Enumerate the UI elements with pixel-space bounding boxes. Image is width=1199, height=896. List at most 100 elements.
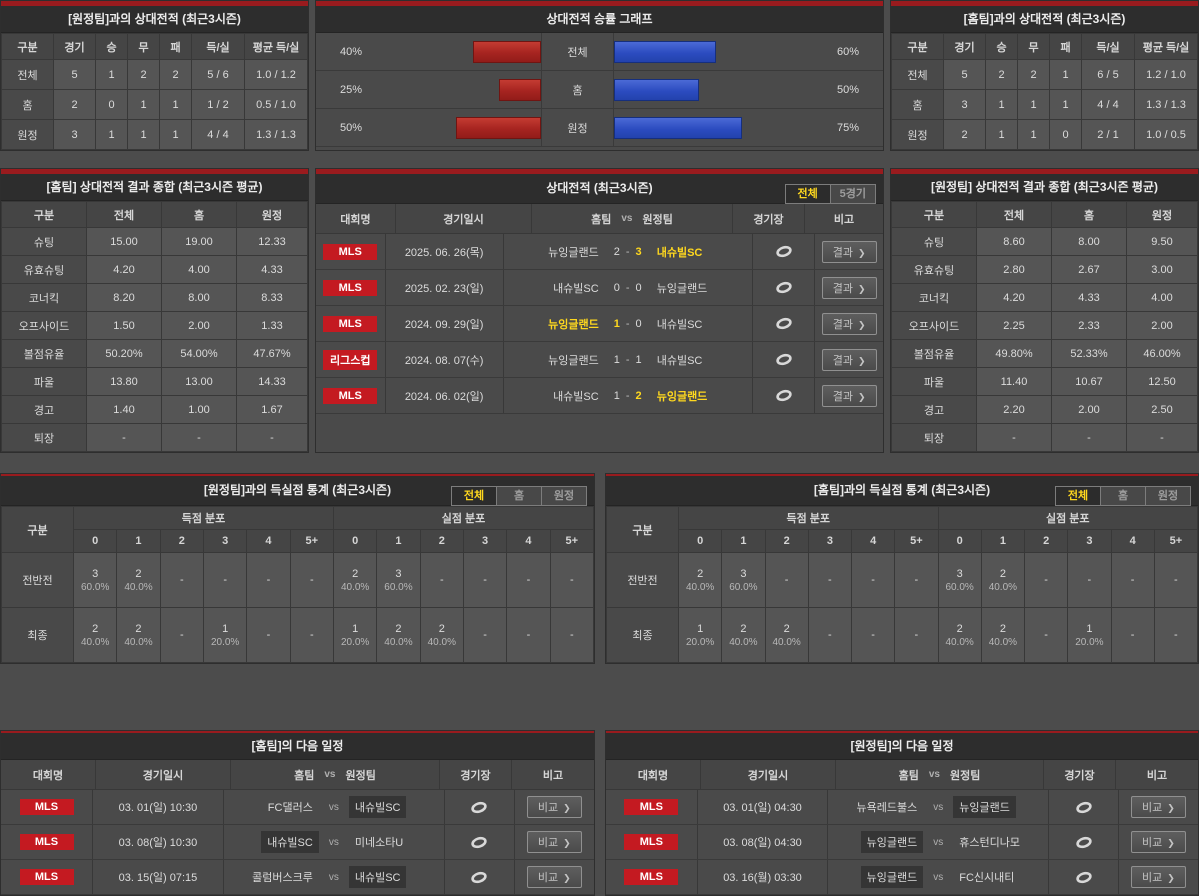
stadium-icon[interactable] [775,389,793,402]
cell: 0.5 / 1.0 [244,89,308,120]
cell: - [1023,552,1069,608]
panel-accent-bar [606,474,1198,476]
col-header: 5+ [894,529,939,553]
row-label: 유효슈팅 [1,255,87,284]
stadium-icon[interactable] [1075,836,1093,849]
away-team: 내슈빌SC [656,318,703,331]
result-button[interactable]: 결과 ❯ [821,312,877,335]
col-header: 전체 [976,201,1052,228]
tab-home[interactable]: 홈 [1100,486,1146,506]
col-header: 0 [937,529,982,553]
row-label: 최종 [1,607,74,663]
table-row: 경고 2.20 2.00 2.50 [891,395,1198,424]
cell: 4.00 [161,255,237,284]
table-row: 유효슈팅 2.80 2.67 3.00 [891,255,1198,284]
group-header-conceded: 실점 분포 [937,506,1198,530]
tab-away[interactable]: 원정 [1145,486,1191,506]
tab-away[interactable]: 원정 [541,486,587,506]
cell: 8.60 [976,227,1052,256]
col-header-note: 비고 [542,769,564,782]
compare-button[interactable]: 비교 ❯ [1131,796,1186,818]
cell: 2 [53,89,96,120]
cell: 2 40.0% [72,607,118,663]
panel-title: [홈팀]과의 득실점 통계 (최근3시즌) 전체 홈 원정 [606,476,1198,506]
cell: 13.00 [161,367,237,396]
result-button[interactable]: 결과 ❯ [821,348,877,371]
group-header-scored: 득점 분포 [678,506,939,530]
col-header: 3 [202,529,248,553]
tab-5games[interactable]: 5경기 [829,184,876,204]
col-header: 5+ [1153,529,1199,553]
panel-accent-bar [316,169,883,174]
cell: 3.00 [1126,255,1198,284]
row-label: 퇴장 [1,423,87,452]
cell: 1 [1049,89,1082,120]
result-button[interactable]: 결과 ❯ [821,276,877,299]
result-button[interactable]: 결과 ❯ [821,384,877,407]
stadium-icon[interactable] [470,836,488,849]
cell: 6 / 5 [1081,59,1135,90]
match-date: 03. 01(일) 10:30 [93,790,224,824]
cell: - [289,552,334,608]
row-label: 파울 [891,367,977,396]
home-team: 뉴잉글랜드 [548,354,599,367]
compare-button[interactable]: 비교 ❯ [1131,831,1186,853]
graph-row: 25% 홈 50% [316,71,883,109]
stadium-icon[interactable] [470,801,488,814]
chevron-right-icon: ❯ [563,838,571,848]
cell: 5 [943,59,986,90]
table-row: 전체 5 2 2 1 6 / 5 1.2 / 1.0 [891,59,1198,90]
col-header-teams: 홈팀 vs 원정팀 [231,760,440,789]
cell: - [549,552,595,608]
cell: 10.67 [1051,367,1127,396]
compare-button[interactable]: 비교 ❯ [526,831,582,853]
cell: 1 [95,59,128,90]
tab-all[interactable]: 전체 [451,486,497,506]
col-header: 경기 [943,33,986,60]
stadium-icon[interactable] [775,317,793,330]
row-label: 슈팅 [1,227,87,256]
col-header-teams: 홈팀 vs 원정팀 [836,760,1044,789]
panel-home-h2h-record: [홈팀]과의 상대전적 (최근3시즌) 구분 경기 승 무 패 득/실 평균 득/실 전체 5… [890,0,1199,151]
col-header-league: 대회명 [606,760,701,789]
col-header: 패 [1049,33,1082,60]
col-header: 4 [246,529,291,553]
stadium-icon[interactable] [775,245,793,258]
match-row: MLS 2025. 02. 23(일) 내슈빌SC 0-0 뉴잉글랜드 결과 ❯ [316,270,883,306]
table-row: 파울 13.80 13.00 14.33 [1,367,308,396]
cell: 1 [159,119,192,150]
stadium-icon[interactable] [1075,801,1093,814]
compare-button[interactable]: 비교 ❯ [526,866,582,888]
table-row: 전반전 3 60.0% 2 40.0% - - - - 2 40.0% 3 60.0% … [1,552,595,608]
right-winrate-value: 75% [836,121,859,134]
match-date: 03. 15(일) 07:15 [93,860,224,894]
stadium-icon[interactable] [470,871,488,884]
chevron-right-icon: ❯ [1167,838,1175,848]
cell: 12.33 [236,227,308,256]
stadium-icon[interactable] [775,281,793,294]
stadium-icon[interactable] [775,353,793,366]
tab-home[interactable]: 홈 [496,486,542,506]
cell: 3 60.0% [937,552,982,608]
panel-title: [홈팀] 상대전적 결과 종합 (최근3시즌 평균) [1,174,308,201]
cell: - [506,552,551,608]
result-button[interactable]: 결과 ❯ [821,240,877,263]
chevron-right-icon: ❯ [563,803,571,813]
compare-button[interactable]: 비교 ❯ [1131,866,1186,888]
match-date: 2025. 06. 26(목) [386,234,504,269]
cell: - [807,607,853,663]
league-badge: MLS [323,243,378,260]
cell: - [289,607,334,663]
col-header-date: 경기일시 [396,204,532,233]
match-score: 1-0 [613,317,642,330]
col-header: 1 [980,529,1026,553]
home-team: FC댈러스 [267,802,313,814]
tab-all[interactable]: 전체 [784,184,831,204]
tab-all[interactable]: 전체 [1055,486,1101,506]
panel-title: 상대전적 승률 그래프 [316,6,883,33]
cell: - [1023,607,1069,663]
row-label: 원정 [891,119,944,150]
cell: 1.67 [236,395,308,424]
stadium-icon[interactable] [1075,871,1093,884]
compare-button[interactable]: 비교 ❯ [526,796,582,818]
